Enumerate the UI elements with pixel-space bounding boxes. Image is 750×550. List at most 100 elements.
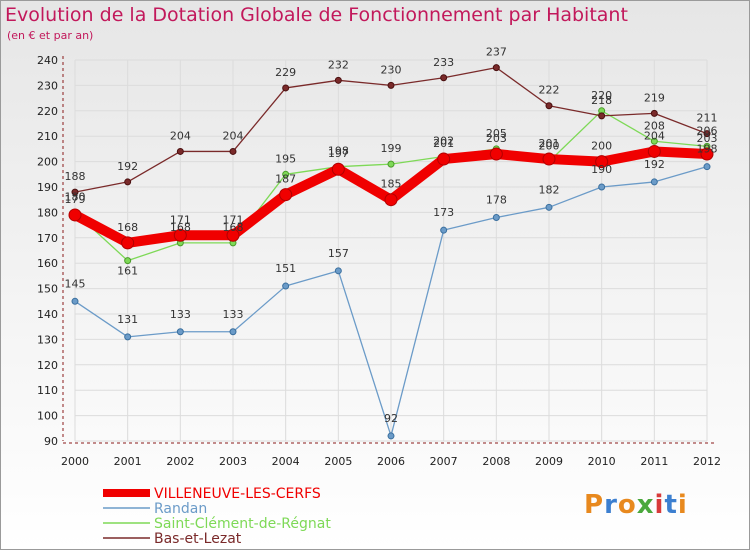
data-point <box>124 178 132 186</box>
x-tick-label: 2012 <box>693 455 721 468</box>
data-point <box>334 76 342 84</box>
data-point <box>226 228 240 242</box>
data-label: 203 <box>486 132 507 145</box>
data-point <box>229 328 237 336</box>
x-tick-label: 2001 <box>114 455 142 468</box>
data-label: 197 <box>328 147 349 160</box>
data-label: 237 <box>486 46 507 59</box>
data-point <box>124 333 132 341</box>
data-label: 201 <box>433 137 454 150</box>
x-tick-label: 2007 <box>430 455 458 468</box>
data-point <box>282 282 290 290</box>
data-point <box>595 155 609 169</box>
data-label: 233 <box>433 56 454 69</box>
data-point <box>334 267 342 275</box>
data-point <box>71 188 79 196</box>
data-label: 188 <box>65 170 86 183</box>
y-tick-label: 200 <box>37 156 58 169</box>
y-tick-label: 90 <box>44 435 58 448</box>
y-tick-label: 150 <box>37 283 58 296</box>
x-tick-label: 2004 <box>272 455 300 468</box>
data-label: 168 <box>170 221 191 234</box>
x-tick-label: 2011 <box>640 455 668 468</box>
data-point <box>440 226 448 234</box>
data-point <box>279 188 293 202</box>
data-label: 131 <box>117 313 138 326</box>
data-label: 145 <box>65 277 86 290</box>
data-point <box>387 160 395 168</box>
data-point <box>437 152 451 166</box>
x-tick-label: 2005 <box>324 455 352 468</box>
data-label: 182 <box>539 183 560 196</box>
data-point <box>489 147 503 161</box>
y-tick-label: 230 <box>37 79 58 92</box>
data-label: 206 <box>697 124 718 137</box>
data-label: 192 <box>644 158 665 171</box>
data-label: 219 <box>644 91 665 104</box>
data-point <box>282 84 290 92</box>
data-label: 199 <box>381 142 402 155</box>
data-point <box>173 228 187 242</box>
data-label: 201 <box>539 137 560 150</box>
data-label: 171 <box>170 213 191 226</box>
data-point <box>440 74 448 82</box>
y-tick-label: 240 <box>37 54 58 67</box>
y-tick-label: 130 <box>37 333 58 346</box>
data-label: 230 <box>381 63 402 76</box>
data-point <box>176 147 184 155</box>
data-label: 208 <box>644 119 665 132</box>
logo-letter: o <box>617 490 637 520</box>
data-label: 168 <box>223 221 244 234</box>
legend-label: VILLENEUVE-LES-CERFS <box>154 486 321 502</box>
data-label: 222 <box>539 84 560 97</box>
y-tick-label: 100 <box>37 410 58 423</box>
legend-label: Bas-et-Lezat <box>154 531 242 547</box>
data-label: 232 <box>328 58 349 71</box>
data-point <box>71 297 79 305</box>
chart-subtitle: (en € et par an) <box>7 29 94 42</box>
data-point <box>387 81 395 89</box>
data-label: 171 <box>223 213 244 226</box>
proxiti-logo: Proxiti <box>584 490 688 520</box>
data-label: 192 <box>117 160 138 173</box>
y-tick-label: 220 <box>37 105 58 118</box>
logo-letter: P <box>584 490 605 520</box>
data-label: 198 <box>697 143 718 156</box>
data-label: 151 <box>275 262 296 275</box>
data-point <box>542 152 556 166</box>
logo-letter: t <box>664 490 678 520</box>
y-tick-label: 110 <box>37 384 58 397</box>
x-tick-label: 2010 <box>588 455 616 468</box>
data-label: 211 <box>697 112 718 125</box>
data-point <box>492 64 500 72</box>
data-point <box>229 147 237 155</box>
logo-letter: i <box>677 490 688 520</box>
data-point <box>124 257 132 265</box>
data-point <box>703 130 711 138</box>
x-tick-label: 2003 <box>219 455 247 468</box>
chart-title: Evolution de la Dotation Globale de Fonc… <box>5 4 628 26</box>
data-point <box>545 102 553 110</box>
x-tick-label: 2006 <box>377 455 405 468</box>
data-label: 168 <box>117 221 138 234</box>
y-tick-label: 170 <box>37 232 58 245</box>
data-point <box>598 183 606 191</box>
data-label: 204 <box>223 129 244 142</box>
data-label: 205 <box>486 127 507 140</box>
data-label: 185 <box>381 178 402 191</box>
data-point <box>387 432 395 440</box>
data-point <box>647 144 661 158</box>
y-tick-label: 140 <box>37 308 58 321</box>
data-label: 220 <box>591 89 612 102</box>
data-point <box>384 193 398 207</box>
data-label: 198 <box>328 145 349 158</box>
y-tick-label: 190 <box>37 181 58 194</box>
data-label: 202 <box>433 135 454 148</box>
data-point <box>176 328 184 336</box>
data-label: 218 <box>591 94 612 107</box>
y-tick-label: 160 <box>37 257 58 270</box>
data-point <box>700 147 714 161</box>
data-point <box>703 163 711 171</box>
